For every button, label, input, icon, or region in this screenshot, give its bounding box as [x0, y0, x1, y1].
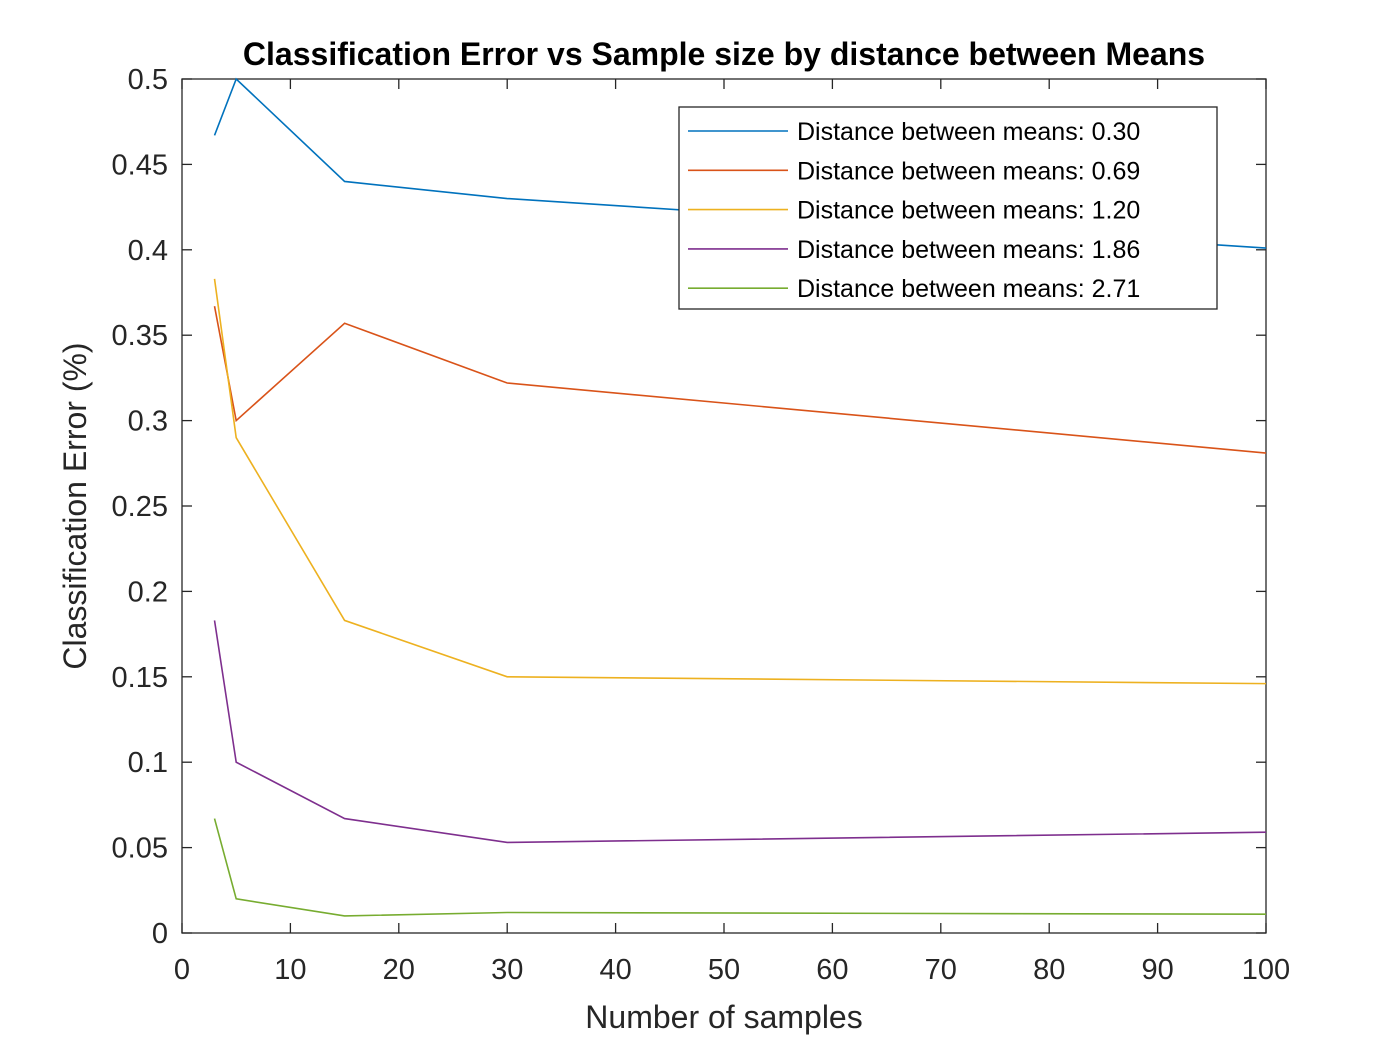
x-tick-label: 100 — [1242, 954, 1290, 986]
x-tick-label: 50 — [708, 954, 740, 986]
x-tick-label: 30 — [491, 954, 523, 986]
x-tick-label: 40 — [599, 954, 631, 986]
x-tick-label: 90 — [1141, 954, 1173, 986]
y-tick-label: 0.3 — [128, 406, 168, 438]
x-tick-label: 60 — [816, 954, 848, 986]
y-tick-label: 0.25 — [112, 491, 168, 523]
y-tick-label: 0.45 — [112, 149, 168, 181]
legend-box — [678, 106, 1218, 310]
legend-label-4: Distance between means: 1.86 — [797, 236, 1140, 264]
series-line-3 — [213, 278, 1267, 685]
legend-label-1: Distance between means: 0.30 — [797, 118, 1140, 146]
legend-label-5: Distance between means: 2.71 — [797, 275, 1140, 303]
y-tick-label: 0.4 — [128, 235, 168, 267]
legend: Distance between means: 0.30 Distance bet… — [678, 106, 1218, 310]
y-tick-label: 0.15 — [112, 662, 168, 694]
y-axis-label: Classification Error (%) — [57, 342, 93, 669]
y-tick-label: 0.05 — [112, 833, 168, 865]
legend-label-3: Distance between means: 1.20 — [797, 197, 1140, 225]
y-tick-label: 0.5 — [128, 64, 168, 96]
legend-label-2: Distance between means: 0.69 — [797, 157, 1140, 185]
plot-area — [213, 77, 1267, 917]
x-tick-label: 10 — [274, 954, 306, 986]
x-tick-label: 20 — [383, 954, 415, 986]
x-axis-label: Number of samples — [585, 999, 862, 1035]
series-line-4 — [213, 620, 1267, 844]
y-axis-ticks: 0 0.05 0.1 0.15 0.2 0.25 0.3 0.35 0.4 0.45 0.5 — [112, 64, 1266, 950]
x-tick-label: 80 — [1033, 954, 1065, 986]
x-tick-label: 0 — [174, 954, 190, 986]
y-tick-label: 0 — [152, 918, 168, 950]
y-tick-label: 0.1 — [128, 747, 168, 779]
series-line-5 — [213, 818, 1267, 917]
chart-title: Classification Error vs Sample size by d… — [243, 36, 1205, 72]
x-axis-ticks: 0 10 20 30 40 50 60 70 80 90 100 — [174, 79, 1290, 986]
y-tick-label: 0.35 — [112, 320, 168, 352]
y-tick-label: 0.2 — [128, 576, 168, 608]
x-tick-label: 70 — [925, 954, 957, 986]
